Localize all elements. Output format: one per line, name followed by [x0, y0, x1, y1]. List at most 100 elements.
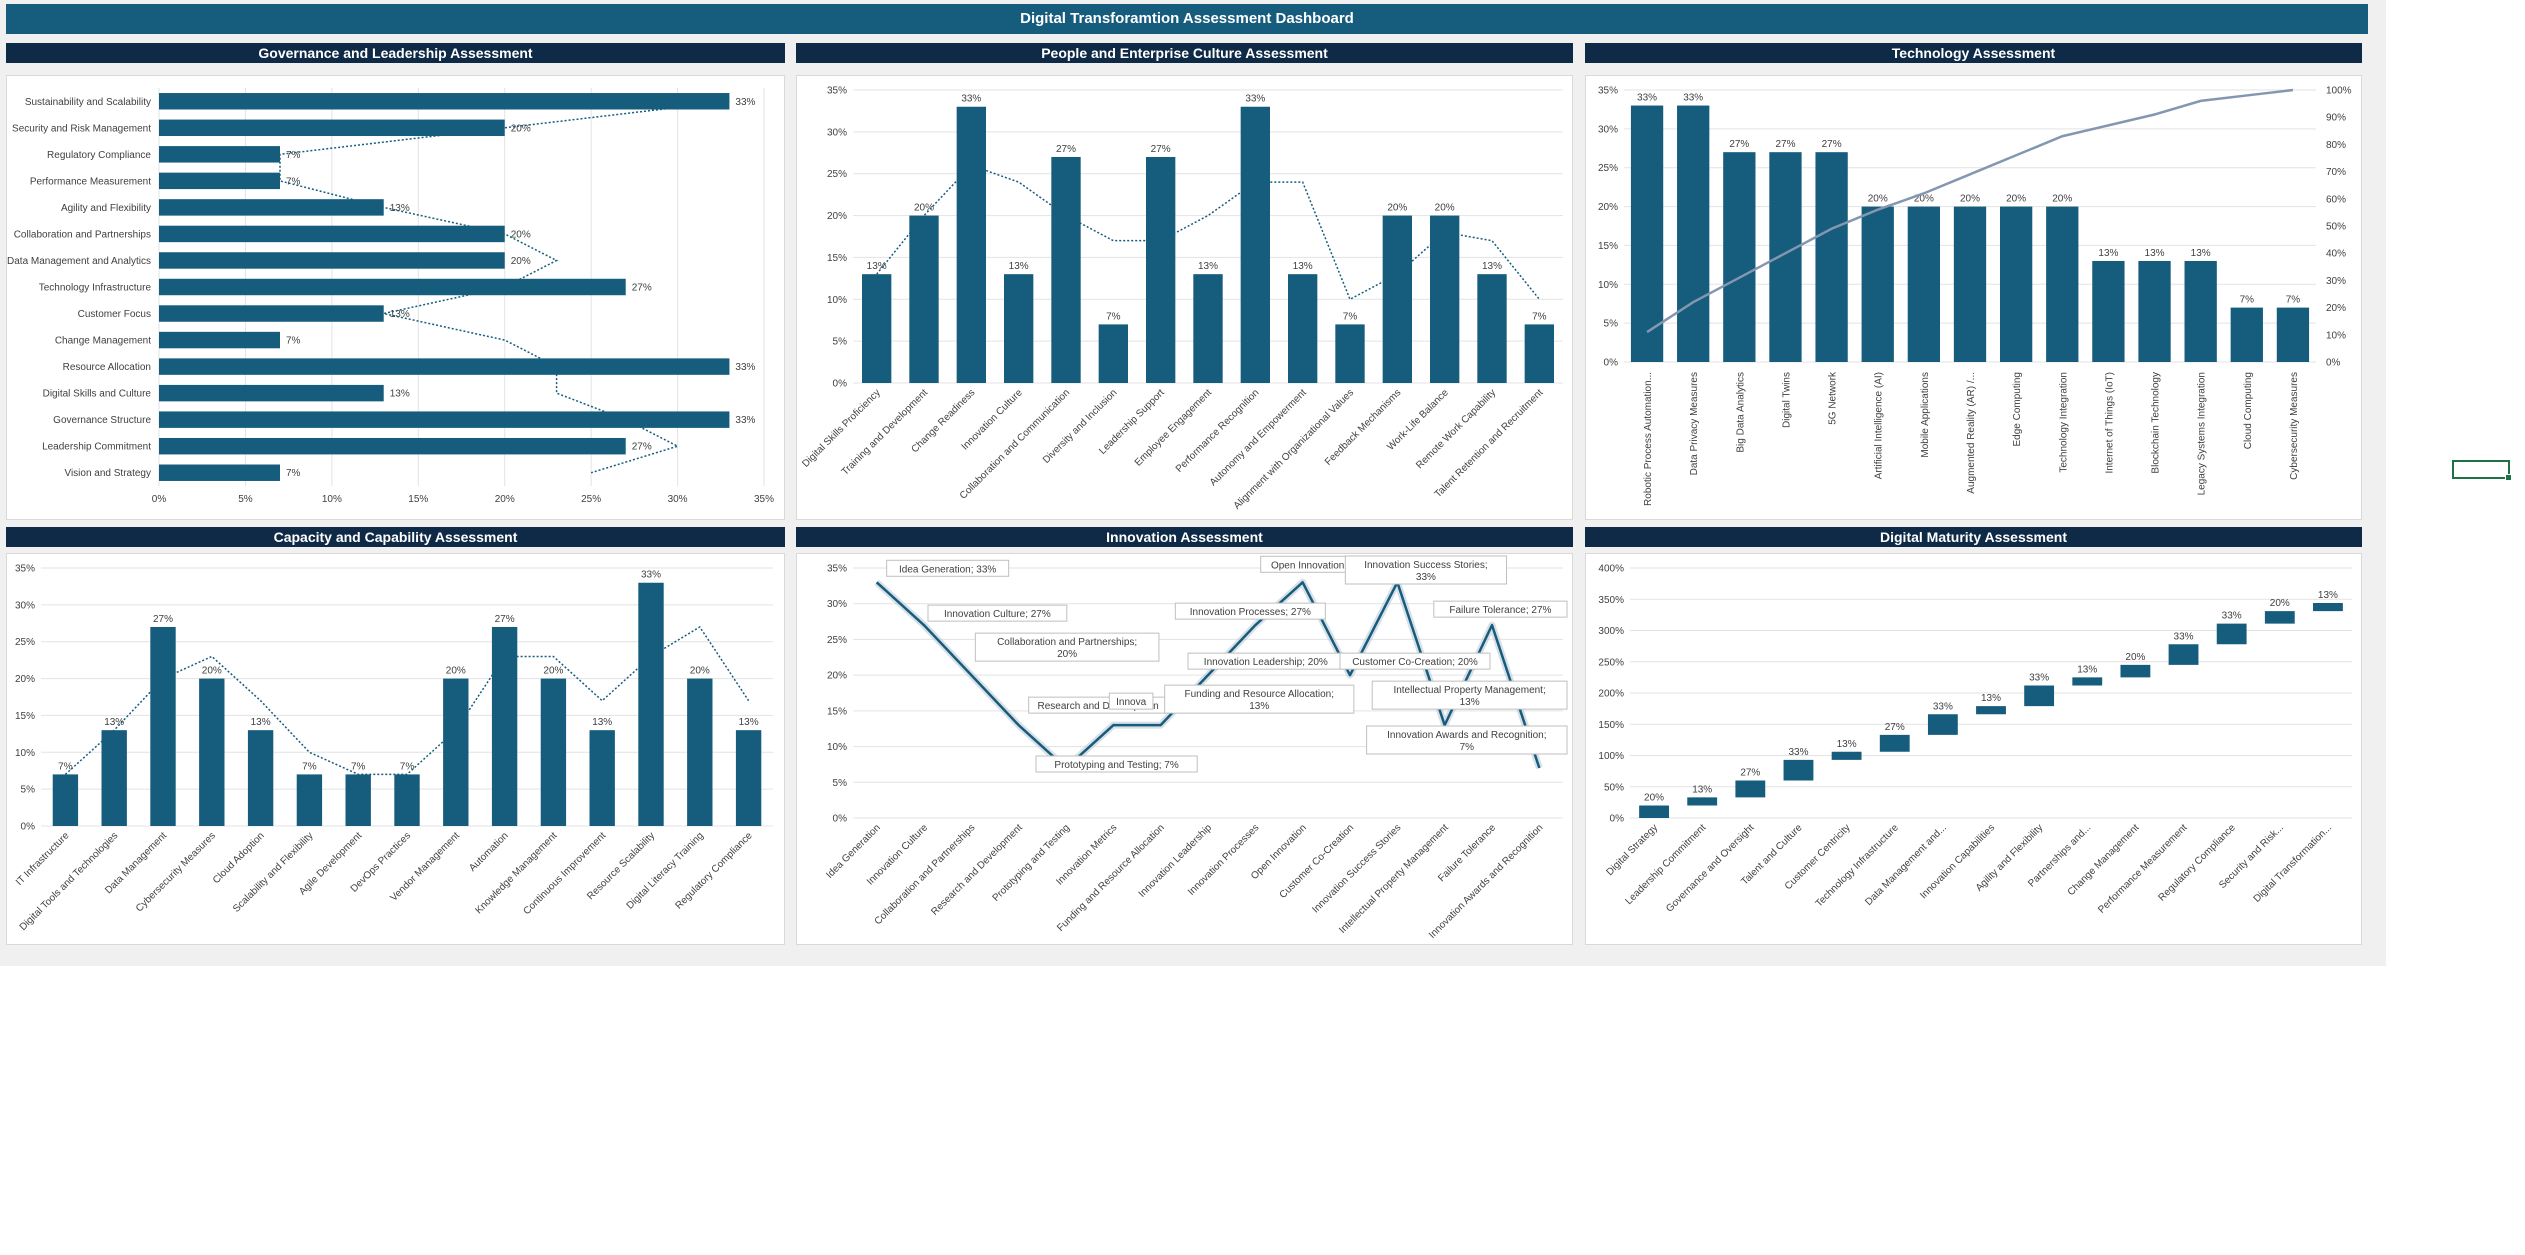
data-label: 13% — [1293, 261, 1313, 272]
data-label: 27% — [1151, 144, 1171, 155]
category-label: Digital Transformation... — [2252, 822, 2334, 904]
bar — [1861, 206, 1894, 362]
y-tick-label: 25% — [827, 635, 847, 646]
data-label: 33% — [2174, 631, 2194, 642]
waterfall-bar — [1687, 797, 1718, 806]
category-label: Data Management and Analytics — [7, 256, 151, 267]
x-tick-label: 20% — [495, 494, 515, 505]
data-label: 20% — [543, 666, 563, 677]
data-label: 33% — [1637, 93, 1657, 104]
callout-label: Failure Tolerance; 27% — [1449, 605, 1551, 616]
technology-chart-panel[interactable]: 0% 5% 10% 15% 20% 25% 30% 35% 33% Robotic Process… — [1585, 75, 2362, 520]
y-tick-label: 20% — [827, 211, 847, 222]
bar — [909, 215, 939, 383]
callout-box — [927, 604, 1068, 622]
callout-box — [974, 632, 1160, 662]
capacity-chart-panel[interactable]: 0% 5% 10% 15% 20% 25% 30% 35% 7% IT Infrastructur… — [6, 553, 785, 945]
category-label: Resource Allocation — [63, 362, 151, 373]
y2-tick-label: 80% — [2326, 140, 2346, 151]
category-label: Blockchain Technology — [2151, 372, 2162, 474]
bar — [159, 305, 384, 322]
category-label: Performance Recognition — [1174, 387, 1262, 475]
data-label: 7% — [58, 761, 73, 772]
bar — [1630, 105, 1664, 363]
people-chart-panel[interactable]: 0% 5% 10% 15% 20% 25% 30% 35% 13% Digital Skills … — [796, 75, 1573, 520]
y2-tick-label: 70% — [2326, 167, 2346, 178]
bar — [1429, 215, 1460, 383]
data-label: 33% — [735, 415, 755, 426]
data-label: 33% — [1788, 747, 1808, 758]
data-label: 13% — [390, 309, 410, 320]
category-label: Cloud Computing — [2243, 372, 2254, 449]
category-label: Mobile Applications — [1920, 372, 1931, 458]
maturity-chart-panel[interactable]: 0% 50% 100% 150% 200% 250% 300% 350% 400% 20% Digi… — [1585, 553, 2362, 945]
y-tick-label: 30% — [827, 127, 847, 138]
callout-label: Innova — [1116, 697, 1146, 708]
category-label: Governance and Oversight — [1664, 822, 1756, 914]
bar — [150, 626, 176, 826]
data-label: 33% — [2222, 611, 2242, 622]
y-tick-label: 150% — [1598, 720, 1624, 731]
callout-label: 13% — [1249, 701, 1269, 712]
bar — [1382, 215, 1413, 383]
bar — [735, 730, 762, 826]
y-tick-label: 0% — [21, 822, 36, 833]
y-tick-label: 10% — [827, 742, 847, 753]
data-label: 27% — [495, 614, 515, 625]
x-tick-label: 30% — [668, 494, 688, 505]
y2-tick-label: 90% — [2326, 113, 2346, 124]
y-tick-label: 25% — [827, 169, 847, 180]
data-label: 27% — [1822, 139, 1842, 150]
data-label: 20% — [446, 666, 466, 677]
bar — [159, 358, 730, 375]
data-label: 7% — [1532, 311, 1547, 322]
bar — [1145, 156, 1176, 383]
data-label: 33% — [735, 362, 755, 373]
bar — [159, 252, 505, 269]
data-label: 7% — [1343, 311, 1358, 322]
bar — [1953, 206, 1987, 362]
callout-label: Research and Developmen — [1037, 701, 1158, 712]
bar — [159, 384, 384, 402]
callout-box — [1108, 692, 1154, 710]
data-label: 20% — [511, 123, 531, 134]
waterfall-bar — [2313, 603, 2343, 612]
bar — [159, 93, 730, 110]
data-label: 7% — [400, 761, 415, 772]
bar — [345, 774, 371, 826]
data-label: 13% — [2318, 590, 2338, 601]
bar — [956, 106, 987, 383]
data-label: 20% — [511, 256, 531, 267]
callout-label: Innovation Success Stories; — [1364, 560, 1487, 571]
innovation-chart-panel[interactable]: 0% 5% 10% 15% 20% 25% 30% 35% Idea Generation Inn… — [796, 553, 1573, 945]
y-tick-label: 350% — [1598, 595, 1624, 606]
callout-box — [1339, 652, 1491, 670]
category-label: Vision and Strategy — [64, 468, 151, 479]
category-label: Digital Skills Proficiency — [800, 387, 882, 469]
callout-label: Innovation Culture; 27% — [944, 609, 1051, 620]
x-tick-label: 5% — [238, 494, 253, 505]
active-cell-cursor[interactable] — [2452, 460, 2512, 481]
data-label: 20% — [1435, 203, 1455, 214]
category-label: Autonomy and Empowerment — [1208, 387, 1309, 488]
trend-dotted-line — [279, 100, 730, 474]
category-label: Digital Tools and Technologies — [18, 830, 121, 933]
data-label: 20% — [2052, 194, 2072, 205]
category-label: Data Management and... — [1863, 822, 1949, 908]
bar — [159, 278, 626, 296]
category-label: Collaboration and Partnerships — [14, 229, 151, 240]
category-label: Artificial Intelligence (AI) — [1874, 372, 1885, 479]
category-label: Performance Measurement — [30, 176, 151, 187]
category-label: Continuous Improvement — [522, 830, 609, 917]
bar — [1815, 152, 1848, 362]
data-label: 27% — [632, 442, 652, 453]
data-label: 13% — [2098, 248, 2118, 259]
category-label: Technology Infrastructure — [1814, 822, 1901, 909]
data-label: 33% — [735, 97, 755, 108]
dashboard-title: Digital Transforamtion Assessment Dashbo… — [6, 4, 2368, 34]
y-tick-label: 35% — [827, 86, 847, 97]
data-label: 20% — [690, 666, 710, 677]
data-label: 13% — [2145, 248, 2165, 259]
governance-chart-panel[interactable]: 0% 5% 10% 15% 20% 25% 30% 35% Sustainability and… — [6, 75, 785, 520]
category-label: Knowledge Management — [474, 830, 560, 916]
